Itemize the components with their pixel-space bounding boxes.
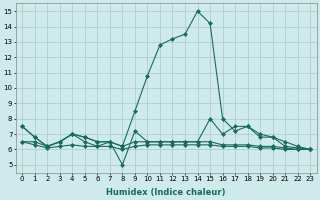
X-axis label: Humidex (Indice chaleur): Humidex (Indice chaleur) [107,188,226,197]
